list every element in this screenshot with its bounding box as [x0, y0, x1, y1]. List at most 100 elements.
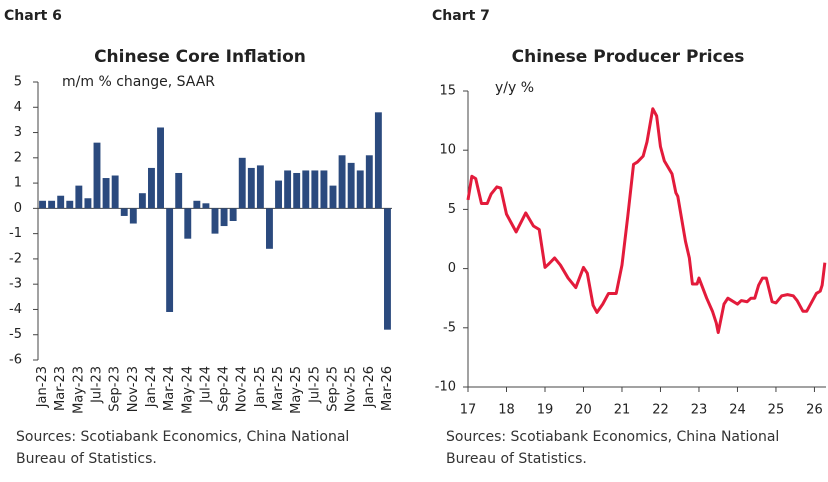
y-tick-label: 4	[14, 100, 22, 115]
bar	[302, 170, 310, 209]
bar	[329, 185, 337, 209]
bar	[93, 142, 101, 209]
x-tick-label: May-25	[289, 366, 304, 414]
bar	[48, 200, 56, 209]
bar	[229, 208, 237, 221]
bar	[75, 185, 83, 209]
bar	[374, 112, 382, 209]
x-tick-label: May-23	[71, 366, 86, 414]
x-tick-label: Mar-24	[162, 366, 177, 411]
bar	[347, 162, 355, 209]
y-tick-label: 1	[14, 176, 22, 191]
bar	[102, 178, 110, 209]
bar	[66, 200, 74, 209]
bar	[247, 167, 255, 209]
bar	[384, 208, 391, 330]
x-tick-label: 21	[614, 403, 631, 418]
bar	[157, 127, 164, 209]
y-tick-label: -10	[435, 380, 456, 395]
source-note: Sources: Scotiabank Economics, China Nat…	[16, 429, 349, 445]
y-tick-label: -2	[9, 251, 22, 266]
y-tick-label: -4	[9, 302, 22, 317]
x-tick-label: Jul-24	[198, 366, 213, 404]
x-tick-label: Nov-25	[344, 366, 359, 412]
x-tick-label: Nov-23	[126, 366, 141, 412]
x-tick-label: 18	[498, 403, 515, 418]
x-tick-label: Sep-24	[217, 366, 232, 412]
bar	[39, 200, 46, 209]
bar	[284, 170, 292, 209]
source-note: Bureau of Statistics.	[16, 451, 157, 467]
bar	[293, 172, 301, 209]
bar	[365, 155, 373, 209]
y-tick-label: -3	[9, 277, 22, 292]
bar	[184, 208, 192, 239]
chart-title: Chinese Producer Prices	[512, 47, 745, 67]
x-tick-label: 20	[575, 403, 592, 418]
bar	[202, 203, 210, 209]
y-tick-label: -1	[9, 226, 22, 241]
x-tick-label: May-24	[180, 366, 195, 414]
x-tick-label: 22	[652, 403, 669, 418]
x-tick-label: Jul-25	[307, 366, 322, 404]
chart-label: Chart 7	[432, 8, 490, 24]
bar	[193, 200, 201, 209]
x-tick-label: Mar-26	[380, 366, 395, 411]
x-tick-label: Jan-24	[144, 366, 159, 408]
chart-title: Chinese Core Inflation	[94, 47, 306, 67]
bar	[166, 208, 174, 312]
y-tick-label: 0	[14, 201, 22, 216]
bar	[138, 193, 146, 209]
bar	[311, 170, 319, 209]
x-tick-label: Nov-24	[235, 366, 250, 412]
y-tick-label: -6	[9, 353, 22, 368]
chart-subtitle: m/m % change, SAAR	[62, 74, 215, 90]
x-tick-label: Mar-25	[271, 366, 286, 411]
bar	[320, 170, 328, 209]
y-tick-label: 2	[14, 150, 22, 165]
y-tick-label: -5	[9, 327, 22, 342]
bar	[220, 208, 228, 227]
y-tick-label: -5	[443, 320, 456, 335]
line-series	[466, 107, 827, 335]
chart-subtitle: y/y %	[495, 80, 534, 96]
bar	[356, 170, 364, 209]
x-tick-label: Jan-25	[253, 366, 268, 408]
y-tick-label: 0	[448, 261, 456, 276]
source-note: Sources: Scotiabank Economics, China Nat…	[446, 429, 779, 445]
bar	[57, 195, 65, 209]
bar	[238, 157, 246, 209]
bar	[211, 208, 219, 234]
bar	[129, 208, 137, 224]
y-tick-label: 3	[14, 125, 22, 140]
x-tick-label: Sep-25	[326, 366, 341, 412]
x-tick-label: Sep-23	[108, 366, 123, 412]
x-tick-label: 23	[691, 403, 708, 418]
y-tick-label: 15	[439, 84, 456, 99]
x-tick-label: 24	[729, 403, 746, 418]
bar	[266, 208, 273, 249]
bar	[111, 175, 119, 209]
bar	[120, 208, 128, 216]
bar	[148, 167, 155, 209]
bar	[175, 172, 183, 209]
x-tick-label: 26	[806, 403, 823, 418]
bar	[84, 198, 92, 209]
bar	[275, 180, 282, 209]
x-tick-label: 19	[537, 403, 554, 418]
x-tick-label: 25	[768, 403, 785, 418]
source-note: Bureau of Statistics.	[446, 451, 587, 467]
y-tick-label: 10	[439, 143, 456, 158]
x-tick-label: Jan-23	[35, 366, 50, 408]
y-tick-label: 5	[448, 202, 456, 217]
x-tick-label: Mar-23	[53, 366, 68, 411]
chart-label: Chart 6	[4, 8, 62, 24]
y-tick-label: 5	[14, 75, 22, 90]
bar	[338, 155, 346, 209]
bar	[256, 165, 264, 209]
x-tick-label: 17	[460, 403, 477, 418]
x-tick-label: Jan-26	[362, 366, 377, 408]
x-tick-label: Jul-23	[90, 366, 105, 404]
